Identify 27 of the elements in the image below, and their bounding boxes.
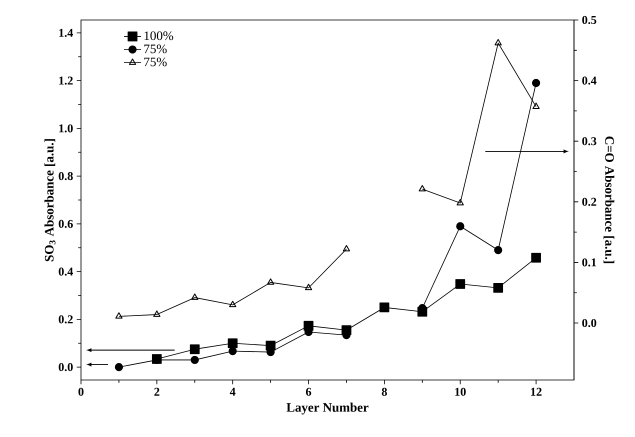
y-tick-label: 0.6 [58,220,73,228]
x-tick-label: 2 [154,388,160,396]
y-tick-label: 0.8 [58,172,73,180]
y2-tick-label: 0.4 [582,76,596,85]
y2-tick-label: 0.0 [582,318,596,328]
x-tick-label: 4 [230,388,236,396]
y-tick-label: 0.2 [58,315,73,324]
y2-tick-label: 0.1 [582,258,596,266]
x-axis-title: Layer Number [286,402,368,414]
y-tick-label: 1.2 [59,76,73,85]
x-tick-label: 10 [455,388,466,396]
y-tick-label: 1.4 [59,28,73,37]
legend-label: 75% [144,58,167,66]
legend-label: 100% [144,31,174,40]
legend-label: 75% [144,44,167,54]
y2-tick-label: 0.2 [582,198,596,206]
x-tick-label: 6 [306,388,312,396]
y-tick-label: 0.4 [58,268,73,276]
y2-tick-label: 0.3 [582,137,596,146]
y2-axis-title: C=O Absorbance [a.u.] [604,136,614,264]
y-tick-label: 1.0 [59,124,73,132]
y-tick-label: 0.0 [58,363,73,372]
x-tick-label: 8 [382,388,387,396]
y2-tick-label: 0.5 [582,16,596,24]
y-axis-title: SO$_{3}$ Absorbance [a.u.] [44,139,56,262]
x-tick-label: 0 [78,388,84,396]
x-tick-label: 12 [531,388,542,396]
